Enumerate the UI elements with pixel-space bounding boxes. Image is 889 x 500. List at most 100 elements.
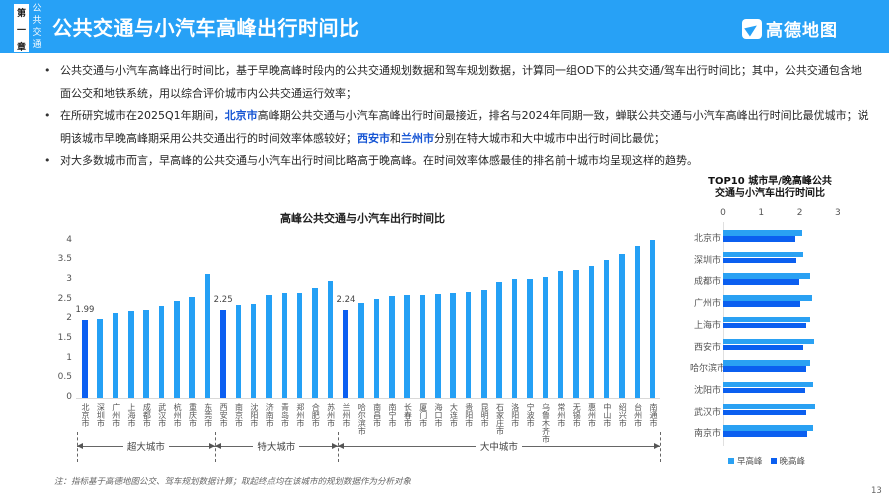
x-tick-label: 西安市 bbox=[219, 403, 229, 427]
bar-成都市[interactable] bbox=[143, 310, 149, 398]
bar-宁波市[interactable] bbox=[527, 278, 533, 398]
bar-沈阳市[interactable] bbox=[250, 303, 257, 398]
bar-青岛市[interactable] bbox=[281, 293, 288, 398]
bar-惠州市[interactable] bbox=[588, 265, 595, 398]
bar-pm-peak[interactable] bbox=[723, 409, 806, 416]
x-tick-label: 上海市 bbox=[127, 403, 137, 427]
bar-am-peak[interactable] bbox=[723, 403, 815, 410]
bar-am-peak[interactable] bbox=[723, 251, 803, 258]
city-label: 南京市 bbox=[693, 429, 721, 440]
bar-pm-peak[interactable] bbox=[723, 257, 796, 264]
bar-pm-peak[interactable] bbox=[723, 431, 807, 437]
bar-pm-peak[interactable] bbox=[723, 366, 806, 372]
bar-pm-peak[interactable] bbox=[723, 387, 805, 394]
city-label: 武汉市 bbox=[693, 407, 721, 418]
bar-am-peak[interactable] bbox=[723, 295, 813, 301]
highlighted-city: 兰州市 bbox=[401, 131, 434, 145]
section-char: 共 bbox=[32, 16, 42, 26]
bar-石家庄市[interactable] bbox=[496, 281, 502, 398]
group-divider bbox=[77, 432, 78, 462]
bar-绍兴市[interactable] bbox=[619, 254, 625, 398]
bar-深圳市[interactable] bbox=[97, 319, 103, 398]
bar-am-peak[interactable] bbox=[723, 381, 813, 388]
bar-大连市[interactable] bbox=[450, 293, 456, 398]
x-tick-label: 广州市 bbox=[111, 403, 121, 427]
x-tick-label: 贵阳市 bbox=[464, 403, 474, 427]
bar-济南市[interactable] bbox=[266, 294, 272, 398]
bar-南昌市[interactable] bbox=[373, 298, 380, 398]
bar-pm-peak[interactable] bbox=[723, 344, 804, 350]
chart-row: 深圳市 bbox=[690, 249, 889, 269]
footnote: 注：指标基于高德地图公交、驾车规划数据计算；取起终点均在该城市的规划数据作为分析… bbox=[54, 477, 412, 487]
bar-am-peak[interactable] bbox=[723, 316, 810, 323]
bar-贵阳市[interactable] bbox=[465, 291, 472, 398]
bar-台州市[interactable] bbox=[634, 245, 641, 398]
x-tick-label: 苏州市 bbox=[326, 403, 336, 427]
chart-row: 西安市 bbox=[690, 336, 889, 356]
bar-南京市[interactable] bbox=[235, 304, 241, 398]
bar-无锡市[interactable] bbox=[573, 270, 579, 398]
bar-苏州市[interactable] bbox=[327, 280, 334, 398]
x-tick-label: 1 bbox=[758, 208, 765, 218]
x-tick-label: 3 bbox=[835, 208, 841, 218]
x-tick-label: 无锡市 bbox=[572, 403, 582, 427]
bar-合肥市[interactable] bbox=[312, 287, 318, 398]
bar-乌鲁木齐市[interactable] bbox=[542, 276, 548, 398]
bar-pm-peak[interactable] bbox=[723, 279, 800, 285]
y-tick-label: 2.5 bbox=[57, 293, 72, 304]
bullet-item: 在所研究城市在2025Q1年期间，北京市高峰期公共交通与小汽车高峰出行时间最接近… bbox=[42, 105, 872, 150]
data-label: 2.25 bbox=[213, 294, 233, 305]
bar-上海市[interactable] bbox=[128, 310, 134, 398]
bar-南通市[interactable] bbox=[649, 240, 656, 398]
bar-pm-peak[interactable] bbox=[723, 236, 795, 242]
bar-am-peak[interactable] bbox=[723, 338, 814, 344]
section-char: 公 bbox=[32, 4, 42, 14]
bar-东莞市[interactable] bbox=[204, 273, 211, 398]
x-tick-label: 洛阳市 bbox=[510, 403, 520, 427]
bar-海口市[interactable] bbox=[435, 294, 441, 398]
y-tick-label: 2 bbox=[66, 313, 72, 324]
bar-兰州市[interactable] bbox=[342, 309, 349, 398]
bar-厦门市[interactable] bbox=[419, 294, 426, 398]
x-tick-label: 北京市 bbox=[81, 403, 90, 427]
amap-logo: 高德地图 bbox=[742, 16, 838, 41]
x-tick-label: 武汉市 bbox=[157, 403, 167, 427]
section-label: 公 共 交 通 bbox=[31, 3, 43, 51]
x-tick-label: 合肥市 bbox=[311, 403, 321, 427]
bar-哈尔滨市[interactable] bbox=[358, 303, 364, 398]
bar-西安市[interactable] bbox=[220, 309, 226, 398]
bar-杭州市[interactable] bbox=[174, 300, 180, 398]
bar-am-peak[interactable] bbox=[723, 230, 802, 236]
bar-am-peak[interactable] bbox=[723, 360, 811, 366]
bullet-text: 公共交通与小汽车高峰出行时间比，基于早晚高峰时段内的公共交通规划数据和驾车规划数… bbox=[60, 64, 862, 100]
bar-北京市[interactable] bbox=[82, 319, 88, 398]
group-bracket: 特大城市 bbox=[215, 436, 338, 456]
bar-武汉市[interactable] bbox=[158, 306, 165, 398]
bar-pm-peak[interactable] bbox=[723, 301, 800, 307]
x-tick-label: 0 bbox=[720, 208, 726, 218]
bar-pm-peak[interactable] bbox=[723, 322, 806, 329]
bar-洛阳市[interactable] bbox=[511, 279, 518, 398]
bar-南宁市[interactable] bbox=[389, 295, 395, 398]
x-tick-label: 常州市 bbox=[556, 403, 566, 427]
bar-广州市[interactable] bbox=[112, 313, 119, 398]
bar-常州市[interactable] bbox=[557, 270, 564, 398]
bar-am-peak[interactable] bbox=[723, 425, 813, 431]
bullet-text: 分别在特大城市和大中城市中出行时间比最优； bbox=[434, 131, 665, 145]
bullet-list: 公共交通与小汽车高峰出行时间比，基于早晚高峰时段内的公共交通规划数据和驾车规划数… bbox=[42, 60, 872, 173]
legend-label: 早高峰 bbox=[737, 457, 763, 467]
y-axis-line bbox=[723, 222, 724, 446]
bar-郑州市[interactable] bbox=[296, 292, 303, 398]
x-tick-label: 2 bbox=[796, 208, 803, 218]
section-char: 交 bbox=[32, 28, 42, 38]
x-tick-label: 郑州市 bbox=[295, 403, 305, 427]
chapter-char: 一 bbox=[16, 26, 26, 36]
x-tick-label: 中山市 bbox=[602, 403, 612, 427]
bar-am-peak[interactable] bbox=[723, 273, 811, 279]
bar-中山市[interactable] bbox=[603, 259, 610, 398]
arrow-left-icon bbox=[77, 443, 83, 449]
chapter-badge: 第 一 章 bbox=[14, 4, 29, 53]
bar-昆明市[interactable] bbox=[481, 290, 487, 398]
bar-长春市[interactable] bbox=[404, 295, 410, 398]
bar-重庆市[interactable] bbox=[189, 297, 195, 398]
